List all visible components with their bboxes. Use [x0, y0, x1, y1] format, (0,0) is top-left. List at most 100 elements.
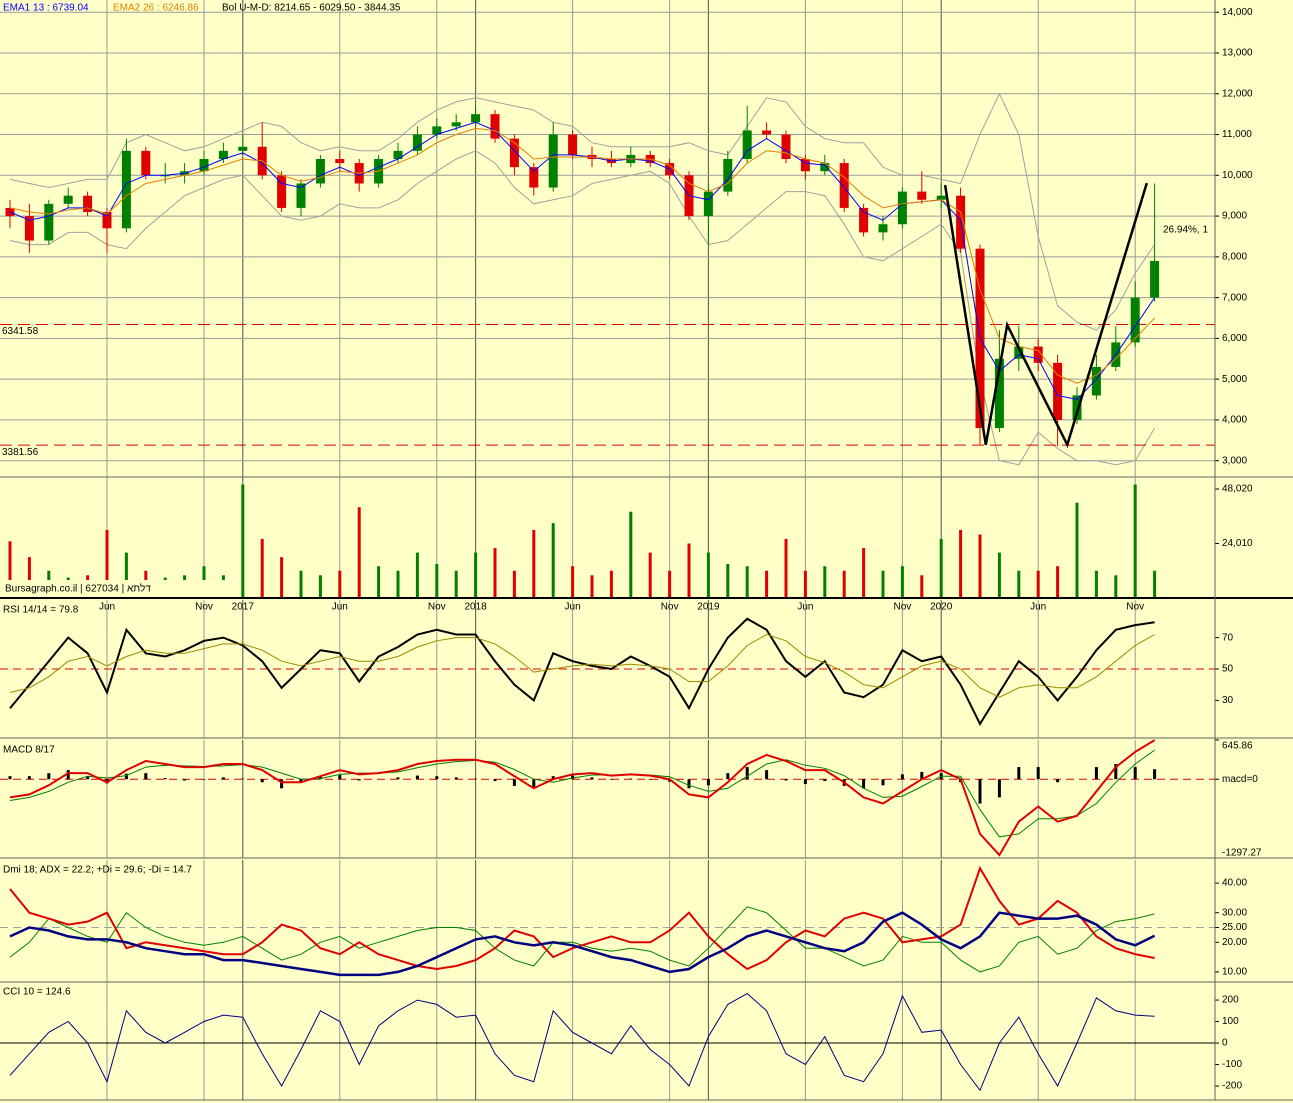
volume-bar: [357, 507, 361, 598]
volume-bar: [396, 570, 400, 598]
histogram-bar: [260, 779, 264, 783]
volume-bar: [765, 570, 769, 598]
volume-bar: [823, 566, 827, 598]
histogram-bar: [493, 779, 497, 782]
y-tick-label: macd=0: [1222, 774, 1258, 785]
volume-bar: [1153, 570, 1157, 598]
candle-body: [199, 159, 209, 172]
volume-bar: [1114, 575, 1118, 598]
y-tick-label: 30.00: [1222, 907, 1247, 918]
histogram-bar: [27, 776, 31, 780]
histogram-bar: [1036, 767, 1040, 780]
y-tick-label: 70: [1222, 632, 1234, 643]
y-tick-label: 40.00: [1222, 878, 1247, 889]
histogram-bar: [784, 779, 788, 781]
candle-body: [529, 167, 539, 188]
volume-bar: [920, 575, 924, 598]
volume-bar: [124, 552, 128, 598]
histogram-bar: [765, 770, 769, 780]
x-tick-label: Nov: [195, 602, 213, 613]
candle-body: [471, 114, 481, 123]
volume-bar: [784, 538, 788, 598]
candle-body: [432, 126, 442, 135]
x-tick-label: Jun: [565, 602, 581, 613]
volume-bar: [590, 575, 594, 598]
volume-bar: [338, 570, 342, 598]
candle-body: [44, 203, 54, 241]
volume-bar: [1036, 570, 1040, 598]
histogram-bar: [609, 779, 613, 780]
histogram-bar: [900, 774, 904, 780]
y-tick-label: 4,000: [1222, 415, 1247, 426]
bollinger-band: [9, 150, 1156, 466]
y-tick-label: 5,000: [1222, 374, 1247, 385]
candle-body: [412, 134, 422, 151]
candle-body: [800, 159, 810, 172]
volume-bar: [241, 484, 245, 598]
x-tick-label: Nov: [428, 602, 446, 613]
histogram-bar: [8, 776, 12, 780]
panel-title: RSI 14/14 = 79.8: [3, 605, 79, 616]
histogram-bar: [1056, 779, 1060, 783]
candle-body: [917, 191, 927, 200]
volume-bar: [978, 534, 982, 598]
histogram-bar: [862, 779, 866, 789]
candle-body: [296, 183, 306, 208]
indicator-line: [9, 127, 1155, 384]
y-tick-label: 14,000: [1222, 7, 1253, 18]
histogram-bar: [1094, 767, 1098, 780]
histogram-bar: [1153, 769, 1157, 780]
level-label: 3381.56: [2, 447, 39, 458]
indicator-line: [9, 911, 1156, 977]
volume-bar: [280, 557, 284, 598]
x-tick-label: 2017: [232, 602, 255, 613]
y-tick-label: 10.00: [1222, 967, 1247, 978]
volume-bar: [862, 548, 866, 598]
histogram-bar: [357, 779, 361, 781]
volume-bar: [803, 570, 807, 598]
candle-body: [102, 212, 112, 229]
y-tick-label: 9,000: [1222, 211, 1247, 222]
histogram-bar: [183, 779, 187, 781]
volume-bar: [299, 570, 303, 598]
y-tick-label: 8,000: [1222, 251, 1247, 262]
candle-body: [238, 146, 248, 151]
x-tick-label: Nov: [661, 602, 679, 613]
y-tick-label: -100: [1222, 1059, 1242, 1070]
candle-body: [451, 122, 461, 127]
candle-body: [820, 163, 830, 172]
x-tick-label: Jun: [332, 602, 348, 613]
histogram-bar: [1133, 767, 1137, 780]
indicator-line: [9, 865, 1155, 971]
volume-bar: [881, 570, 885, 598]
candle-body: [703, 191, 713, 217]
x-tick-label: Nov: [894, 602, 912, 613]
histogram-bar: [1017, 767, 1021, 780]
candle-body: [315, 159, 325, 184]
y-tick-label: 10,000: [1222, 170, 1253, 181]
volume-bar: [1075, 502, 1079, 598]
y-tick-label: 24,010: [1222, 538, 1253, 549]
volume-bar: [668, 570, 672, 598]
x-tick-label: 2018: [464, 602, 487, 613]
indicator-line: [9, 633, 1155, 698]
y-tick-label: 25.00: [1222, 922, 1247, 933]
candle-body: [994, 358, 1004, 429]
histogram-bar: [745, 767, 749, 780]
candle-body: [83, 195, 93, 212]
x-tick-label: 2019: [697, 602, 720, 613]
volume-bar: [648, 552, 652, 598]
volume-bar: [1094, 570, 1098, 598]
histogram-bar: [338, 774, 342, 780]
histogram-bar: [202, 779, 206, 780]
histogram-bar: [280, 779, 284, 789]
indicator-line: [9, 992, 1155, 1092]
candle-body: [160, 175, 170, 177]
panel-title: MACD 8/17: [3, 745, 55, 756]
volume-bar: [726, 563, 730, 598]
y-tick-label: 50: [1222, 664, 1234, 675]
candle-body: [897, 191, 907, 225]
volume-bar: [939, 538, 943, 598]
histogram-bar: [978, 779, 982, 804]
